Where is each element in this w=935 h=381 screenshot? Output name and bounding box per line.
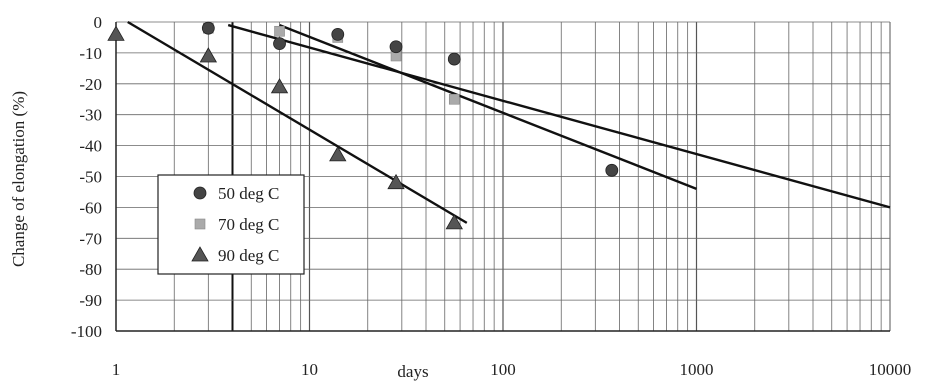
data-point-circle <box>201 21 215 35</box>
trend-lines <box>127 20 891 224</box>
data-point-triangle <box>199 47 218 63</box>
trend-line <box>227 23 891 209</box>
y-tick-label: -30 <box>79 106 102 125</box>
legend-marker-circle <box>193 186 207 200</box>
data-point-square <box>274 25 285 37</box>
data-point-circle <box>389 40 403 54</box>
data-point-triangle <box>107 25 125 41</box>
y-tick-label: -40 <box>79 137 102 156</box>
x-tick-label: 1000 <box>680 360 714 379</box>
y-tick-label: -50 <box>79 168 102 187</box>
y-tick-label: -10 <box>79 44 102 63</box>
x-tick-label: 100 <box>490 360 516 379</box>
legend-label: 70 deg C <box>218 215 279 234</box>
axes <box>115 22 890 332</box>
data-points <box>107 21 619 230</box>
data-point-square <box>448 93 460 105</box>
legend-marker-triangle <box>191 246 209 262</box>
legend-box <box>157 174 305 275</box>
x-tick-label: 10000 <box>869 360 912 379</box>
y-axis-label: Change of elongation (%) <box>9 91 28 267</box>
y-tick-label: -60 <box>79 198 102 217</box>
trend-line <box>279 23 697 190</box>
y-tick-label: -80 <box>79 260 102 279</box>
y-tick-label: 0 <box>94 13 103 32</box>
x-tick-label: 1 <box>112 360 121 379</box>
data-point-triangle <box>387 173 405 190</box>
legend-label: 90 deg C <box>218 246 279 265</box>
y-tick-label: -70 <box>79 229 102 248</box>
y-tick-label: -90 <box>79 291 102 310</box>
data-point-triangle <box>445 214 463 230</box>
legend-marker-square <box>194 218 206 230</box>
data-point-triangle <box>270 78 289 94</box>
y-tick-label: -100 <box>71 322 102 341</box>
legend-label: 50 deg C <box>218 184 279 203</box>
legend: 50 deg C 70 deg C 90 deg C <box>157 174 305 275</box>
x-tick-label: 10 <box>301 360 318 379</box>
data-point-circle <box>273 37 286 51</box>
tick-labels: 0 -10 -20 -30 -40 -50 -60 -70 -80 -90 -100 1 10 100 10… <box>71 13 911 379</box>
y-tick-label: -20 <box>79 75 102 94</box>
data-point-circle <box>331 27 345 41</box>
x-axis-label: days <box>397 362 428 381</box>
data-point-triangle <box>329 146 347 162</box>
data-point-circle <box>447 52 461 66</box>
trend-line <box>127 20 468 224</box>
data-point-circle <box>605 163 619 177</box>
